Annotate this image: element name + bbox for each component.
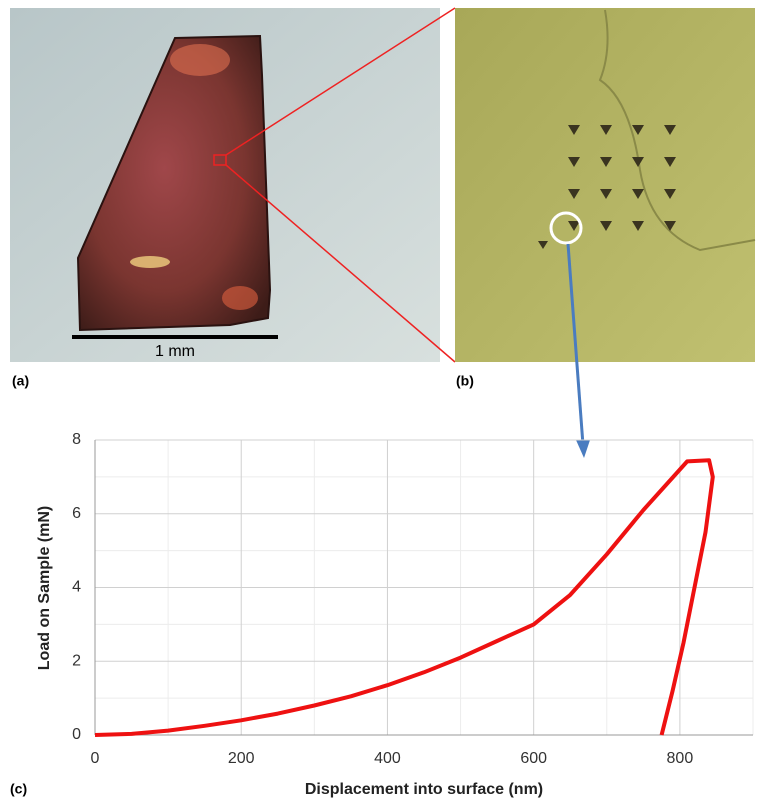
panel-label: (b)	[456, 373, 474, 389]
x-tick-label: 200	[228, 750, 255, 767]
scale-bar-label: 1 mm	[155, 343, 195, 360]
x-tick-label: 400	[374, 750, 401, 767]
y-tick-label: 2	[72, 652, 81, 669]
y-tick-label: 0	[72, 726, 81, 743]
x-tick-label: 600	[520, 750, 547, 767]
y-tick-label: 4	[72, 579, 81, 596]
photo-b	[455, 8, 755, 362]
panel-label: (c)	[10, 781, 27, 797]
panel-label: (a)	[12, 373, 29, 389]
photo-a: 1 mm	[10, 8, 440, 362]
curve	[95, 460, 713, 735]
x-axis-label: Displacement into surface (nm)	[305, 781, 543, 798]
x-tick-label: 800	[667, 750, 694, 767]
y-tick-label: 8	[72, 431, 81, 448]
figure: 1 mm (a) (b) (c) Displacement into surfa…	[0, 0, 758, 802]
chart: Displacement into surface (nm) Load on S…	[36, 431, 753, 798]
x-tick-label: 0	[91, 750, 100, 767]
y-tick-label: 6	[72, 505, 81, 522]
y-axis-label: Load on Sample (mN)	[36, 506, 53, 670]
